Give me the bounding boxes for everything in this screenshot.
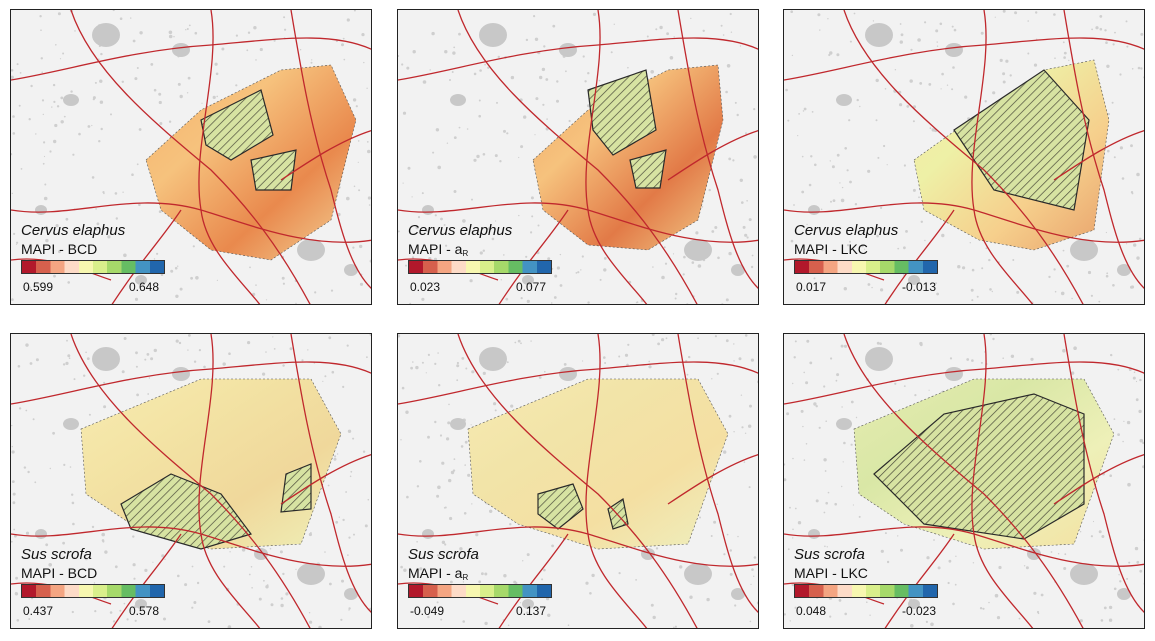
map-panel: Sus scrofa MAPI - aR -0.049 0.137	[397, 333, 759, 629]
map-canvas	[784, 10, 1144, 304]
road-network	[784, 334, 1144, 628]
hatched-areas	[120, 463, 312, 550]
color-ramp	[21, 584, 165, 598]
map-panel: Cervus elaphus MAPI - LKC 0.017 -0.013	[783, 9, 1145, 305]
legend-max: -0.023	[902, 604, 937, 618]
map-canvas	[398, 334, 758, 628]
legend-max: -0.013	[902, 280, 937, 294]
legend-min: 0.599	[23, 280, 54, 294]
color-ramp	[794, 584, 938, 598]
map-panel: Sus scrofa MAPI - LKC 0.048 -0.023	[783, 333, 1145, 629]
color-ramp	[794, 260, 938, 274]
study-area	[532, 64, 724, 251]
legend-min: 0.048	[796, 604, 827, 618]
hatched-areas	[873, 393, 1085, 540]
legend-min: 0.023	[410, 280, 441, 294]
legend-min: 0.017	[796, 280, 827, 294]
road-network	[398, 10, 758, 304]
map-canvas	[11, 334, 371, 628]
road-network	[784, 10, 1144, 304]
metric-label: MAPI - BCD	[21, 565, 98, 581]
legend-min: 0.437	[23, 604, 54, 618]
species-label: Sus scrofa	[21, 546, 92, 563]
map-canvas	[784, 334, 1144, 628]
legend-max: 0.578	[129, 604, 160, 618]
road-network	[398, 334, 758, 628]
species-label: Cervus elaphus	[408, 222, 513, 239]
map-panel: Cervus elaphus MAPI - aR 0.023 0.077	[397, 9, 759, 305]
color-ramp	[21, 260, 165, 274]
road-network	[11, 10, 371, 304]
legend-max: 0.648	[129, 280, 160, 294]
legend-min: -0.049	[410, 604, 445, 618]
hatched-areas	[200, 89, 297, 191]
legend-max: 0.137	[516, 604, 547, 618]
road-network	[11, 334, 371, 628]
map-canvas	[398, 10, 758, 304]
map-panel: Cervus elaphus MAPI - BCD 0.599 0.648	[10, 9, 372, 305]
metric-label: MAPI - BCD	[21, 241, 98, 257]
study-area	[467, 378, 729, 550]
map-canvas	[11, 10, 371, 304]
species-label: Cervus elaphus	[21, 222, 126, 239]
metric-label: MAPI - aR	[408, 565, 469, 582]
hatched-areas	[953, 69, 1090, 211]
map-panel: Sus scrofa MAPI - BCD 0.437 0.578	[10, 333, 372, 629]
species-label: Sus scrofa	[408, 546, 479, 563]
color-ramp	[408, 260, 552, 274]
species-label: Cervus elaphus	[794, 222, 899, 239]
color-ramp	[408, 584, 552, 598]
metric-label: MAPI - LKC	[794, 565, 868, 581]
legend-max: 0.077	[516, 280, 547, 294]
species-label: Sus scrofa	[794, 546, 865, 563]
metric-label: MAPI - aR	[408, 241, 469, 258]
hatched-areas	[587, 69, 667, 189]
metric-label: MAPI - LKC	[794, 241, 868, 257]
